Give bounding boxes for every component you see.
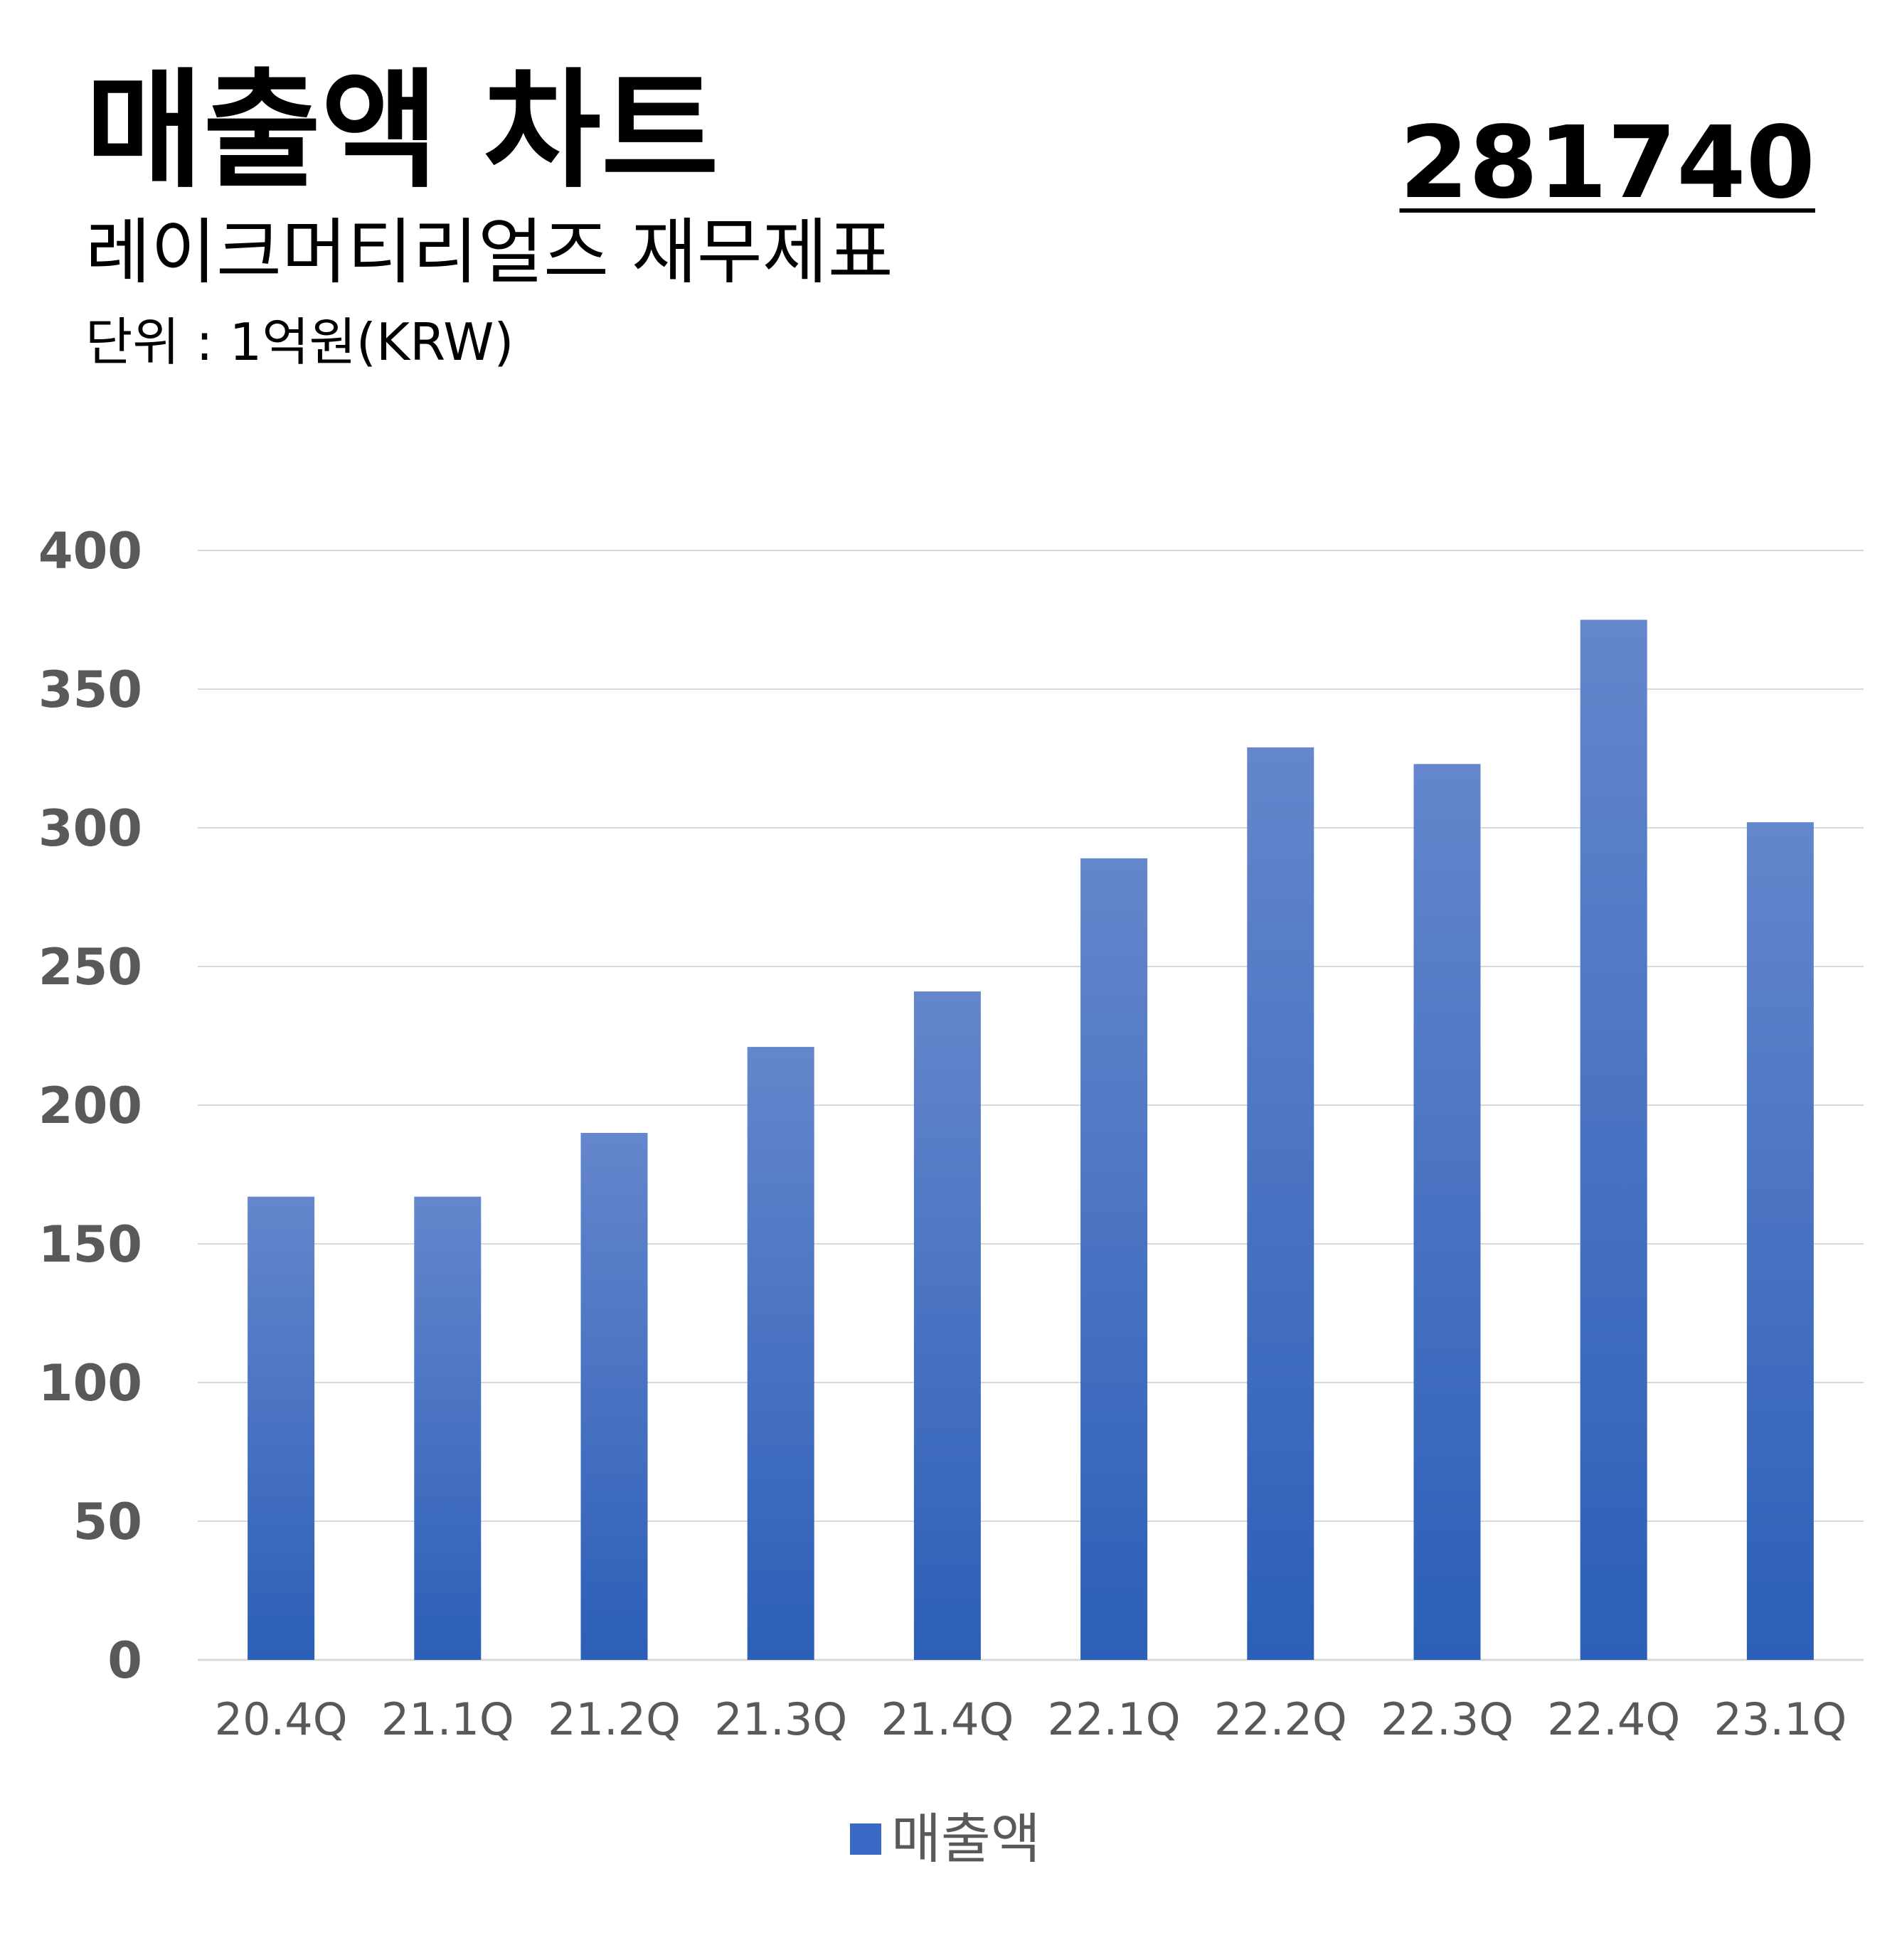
x-tick-label: 21.2Q <box>548 1693 681 1745</box>
y-tick-label: 200 <box>38 1077 142 1135</box>
x-tick-label: 23.1Q <box>1713 1693 1846 1745</box>
chart-subtitle: 레이크머티리얼즈 재무제표 <box>85 211 893 294</box>
bar-22.2Q <box>1247 747 1314 1660</box>
bar-21.4Q <box>913 991 981 1660</box>
bar-21.3Q <box>747 1047 814 1660</box>
y-tick-label: 250 <box>38 938 142 996</box>
x-axis: 20.4Q 21.1Q 21.2Q 21.3Q 21.4Q 22.1Q 22.2Q 22.3Q… <box>215 1693 1847 1745</box>
bar-21.2Q <box>580 1133 648 1660</box>
y-tick-label: 100 <box>38 1354 142 1412</box>
bar-20.4Q <box>248 1196 315 1660</box>
x-tick-label: 21.4Q <box>881 1693 1014 1745</box>
y-tick-label: 300 <box>38 799 142 858</box>
x-tick-label: 22.4Q <box>1547 1693 1680 1745</box>
x-tick-label: 22.1Q <box>1048 1693 1181 1745</box>
x-tick-label: 22.2Q <box>1214 1693 1347 1745</box>
y-tick-label: 350 <box>38 661 142 719</box>
legend: 매출액 <box>850 1812 1041 1866</box>
x-tick-label: 21.3Q <box>714 1693 847 1745</box>
y-axis: 0 50 100 150 200 250 300 350 400 <box>38 522 142 1690</box>
bar-chart: 0 50 100 150 200 250 300 350 400 20.4Q 21.1Q 21.2Q… <box>38 522 1864 1745</box>
x-tick-label: 21.1Q <box>381 1693 514 1745</box>
x-tick-label: 20.4Q <box>215 1693 348 1745</box>
bar-22.1Q <box>1080 858 1148 1660</box>
y-tick-label: 0 <box>107 1631 142 1690</box>
bar-22.3Q <box>1413 764 1481 1660</box>
bar-22.4Q <box>1580 619 1647 1660</box>
unit-label: 단위 : 1억원(KRW) <box>85 312 514 372</box>
x-tick-label: 22.3Q <box>1381 1693 1514 1745</box>
y-tick-label: 50 <box>73 1493 142 1551</box>
bar-21.1Q <box>414 1196 482 1660</box>
legend-swatch <box>850 1823 881 1855</box>
y-tick-label: 400 <box>38 522 142 580</box>
bars <box>248 619 1814 1660</box>
y-tick-label: 150 <box>38 1215 142 1274</box>
stock-code: 281740 <box>1399 105 1815 221</box>
chart-title: 매출액 차트 <box>85 57 719 206</box>
legend-label: 매출액 <box>891 1807 1041 1870</box>
bar-23.1Q <box>1746 822 1814 1660</box>
